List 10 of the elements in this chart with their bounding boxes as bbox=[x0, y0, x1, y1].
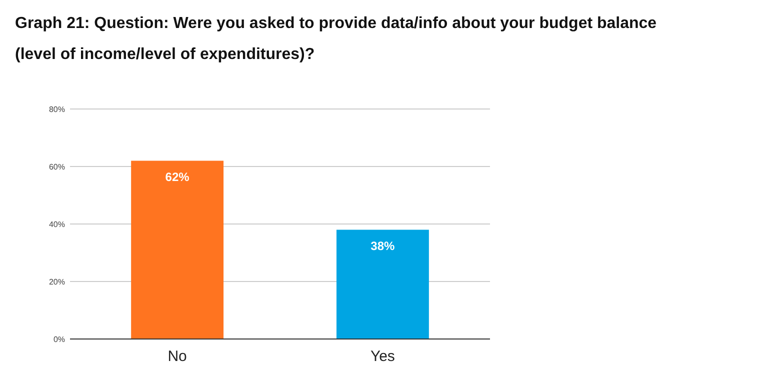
y-tick-label: 60% bbox=[48, 162, 65, 172]
y-tick-label: 40% bbox=[48, 220, 65, 229]
y-tick-label: 0% bbox=[53, 335, 65, 344]
data-label: 38% bbox=[370, 238, 396, 253]
y-tick-label: 80% bbox=[48, 105, 65, 114]
y-tick-label: 20% bbox=[48, 278, 65, 286]
chart-title: Graph 21: Question: Were you asked to provide data/info about your budget balance (level of income/level of expenditures)? bbox=[15, 15, 657, 63]
x-tick-label: Yes bbox=[370, 348, 395, 365]
data-label: 62% bbox=[165, 170, 190, 184]
x-tick-label: No bbox=[168, 348, 187, 365]
